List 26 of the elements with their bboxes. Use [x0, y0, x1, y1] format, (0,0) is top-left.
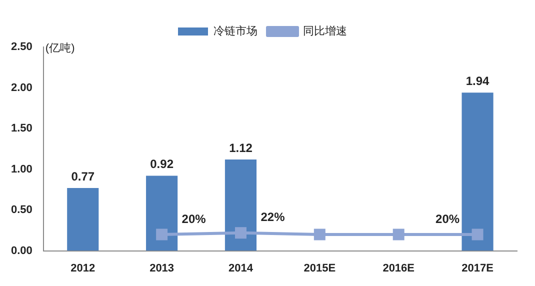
bar: [146, 176, 178, 251]
data-label: 1.12: [229, 140, 253, 155]
x-tick-label: 2014: [228, 262, 254, 274]
bar: [224, 160, 257, 251]
x-tick-label: 2016E: [382, 262, 415, 274]
bar: [462, 92, 494, 251]
y-tick-label: 1.00: [10, 163, 32, 176]
data-label: 0.92: [150, 157, 174, 172]
data-label: 0.77: [71, 169, 95, 184]
y-tick-label: 0.50: [10, 204, 32, 216]
data-label: 1.94: [466, 74, 490, 88]
bar: [67, 188, 99, 251]
y-tick-label: 2.00: [10, 82, 32, 94]
y-tick-label: 2.50: [10, 41, 32, 54]
x-tick-label: 2012: [70, 262, 96, 274]
legend-label: 同比增速: [303, 24, 347, 38]
x-tick-label: 2013: [150, 262, 174, 274]
x-tick-label: 2015E: [304, 262, 336, 274]
y-tick-label: 1.50: [10, 122, 32, 135]
y-tick-label: 0.00: [10, 244, 32, 257]
data-label: 20%: [436, 212, 460, 226]
y-axis-title: (亿吨): [45, 42, 75, 55]
legend-label: 冷链市场: [214, 24, 258, 38]
data-label: 22%: [260, 210, 286, 224]
x-tick-label: 2017E: [462, 262, 494, 274]
data-label: 20%: [182, 212, 206, 226]
